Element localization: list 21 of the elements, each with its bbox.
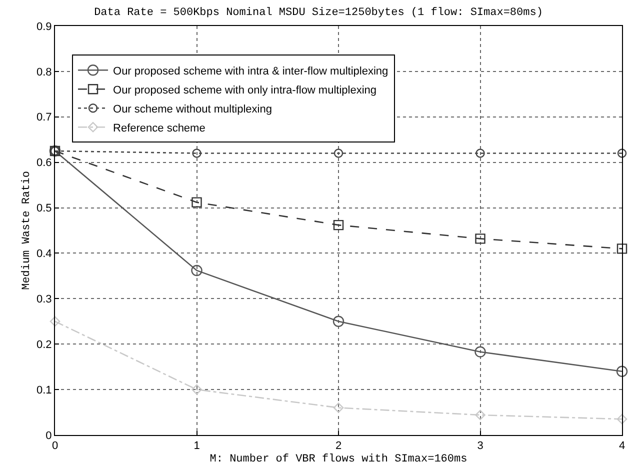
legend-label: Our proposed scheme with intra & inter-flow multiplexing xyxy=(113,65,388,78)
y-tick-label: 0 xyxy=(46,430,52,442)
x-tick-label: 2 xyxy=(335,440,342,452)
y-tick-label: 0.8 xyxy=(36,66,52,78)
y-axis-title: Medium Waste Ratio xyxy=(21,171,34,290)
y-tick-label: 0.6 xyxy=(36,157,52,170)
y-tick-label: 0.7 xyxy=(36,112,52,124)
chart-title: Data Rate = 500Kbps Nominal MSDU Size=1250bytes (1 flow: SImax=80ms) xyxy=(94,6,543,19)
legend-label: Our scheme without multiplexing xyxy=(113,103,272,116)
y-tick-label: 0.5 xyxy=(36,202,52,215)
x-tick-label: 3 xyxy=(477,440,484,452)
y-tick-label: 0.2 xyxy=(36,338,52,351)
y-tick-label: 0.1 xyxy=(36,384,52,396)
y-tick-label: 0.4 xyxy=(36,248,52,260)
legend-label: Reference scheme xyxy=(113,122,206,134)
x-tick-label: 4 xyxy=(618,440,626,452)
x-tick-label: 1 xyxy=(194,440,200,452)
x-axis-title: M: Number of VBR flows with SImax=160ms xyxy=(210,453,468,466)
y-tick-label: 0.3 xyxy=(36,294,52,306)
y-tick-label: 0.9 xyxy=(36,20,52,33)
legend-label: Our proposed scheme with only intra-flow multiplexing xyxy=(113,84,377,96)
